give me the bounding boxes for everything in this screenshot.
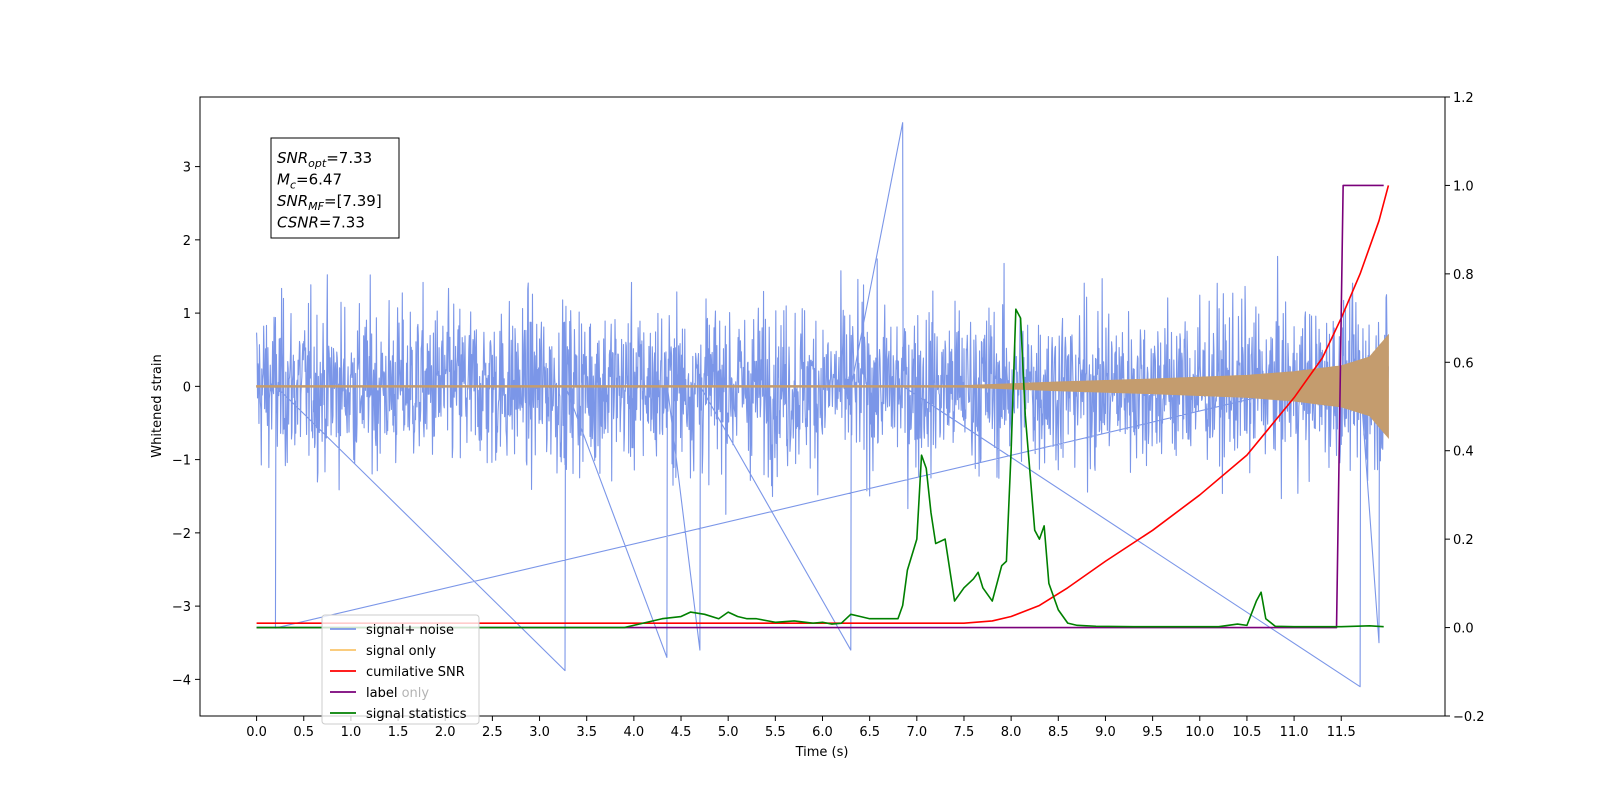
y-tick-label-left: −4 <box>172 673 191 688</box>
annotation-line: SNRopt=7.33 <box>277 149 372 170</box>
annotation-line: Mc=6.47 <box>277 171 342 192</box>
y-tick-label-left: 2 <box>183 234 191 249</box>
x-tick-label: 9.0 <box>1095 725 1116 740</box>
y-tick-label-right: 0.4 <box>1453 445 1474 460</box>
x-tick-label: 8.5 <box>1048 725 1069 740</box>
legend-label: signal only <box>366 644 436 659</box>
y-tick-label-left: −3 <box>172 600 191 615</box>
legend-label: label only <box>366 686 429 701</box>
x-axis-title: Time (s) <box>795 745 849 760</box>
x-tick-label: 11.0 <box>1280 725 1309 740</box>
y-tick-label-right: 1.0 <box>1453 179 1474 194</box>
x-tick-label: 5.5 <box>765 725 786 740</box>
label-line <box>256 184 1384 629</box>
y-axis-left: 3 2 1 0 −1 −2 −3 −4 <box>172 161 200 688</box>
y-tick-label-left: 1 <box>183 307 191 322</box>
x-tick-label: 3.5 <box>576 725 597 740</box>
signal-only-line <box>256 333 1389 439</box>
x-tick-label: 2.0 <box>435 725 456 740</box>
annotation-line: CSNR=7.33 <box>277 214 365 232</box>
legend-label: cumilative SNR <box>366 665 465 680</box>
x-tick-label: 8.0 <box>1001 725 1022 740</box>
x-tick-label: 6.5 <box>859 725 880 740</box>
x-tick-label: 10.5 <box>1232 725 1261 740</box>
x-tick-label: 4.5 <box>671 725 692 740</box>
annotation-line: SNRMF=[7.39] <box>277 192 382 213</box>
y-tick-label-left: 3 <box>183 161 191 176</box>
y-tick-label-right: 0.0 <box>1453 622 1474 637</box>
x-tick-label: 0.0 <box>246 725 267 740</box>
legend-label: label <box>366 686 397 701</box>
y-tick-label-right: 0.2 <box>1453 533 1474 548</box>
y-tick-label-right: 1.2 <box>1453 91 1474 106</box>
legend: signal+ noise signal only cumilative SNR la… <box>321 614 480 725</box>
x-tick-label: 11.5 <box>1327 725 1356 740</box>
x-tick-label: 4.0 <box>624 725 645 740</box>
x-tick-label: 7.0 <box>906 725 927 740</box>
legend-label: signal+ noise <box>366 623 454 638</box>
signal-statistics-line <box>256 308 1384 629</box>
y-tick-label-right: −0.2 <box>1453 710 1485 725</box>
x-tick-label: 0.5 <box>293 725 314 740</box>
y-tick-label-right: 0.6 <box>1453 356 1474 371</box>
y-tick-label-left: −1 <box>172 454 191 469</box>
y-tick-label-left: 0 <box>183 380 191 395</box>
cumulative-snr-line <box>256 185 1390 624</box>
x-tick-label: 9.5 <box>1142 725 1163 740</box>
series-layer <box>256 122 1390 688</box>
x-tick-label: 2.5 <box>482 725 503 740</box>
x-axis: 0.0 0.5 1.0 1.5 2.0 2.5 3.0 3.5 4.0 4.5 5.0 5.5 6.0 6… <box>246 716 1356 740</box>
x-tick-label: 1.5 <box>388 725 409 740</box>
y-axis-title: Whitened strain <box>150 354 165 457</box>
x-tick-label: 7.5 <box>954 725 975 740</box>
legend-label: signal statistics <box>366 707 467 722</box>
x-tick-label: 5.0 <box>718 725 739 740</box>
x-tick-label: 3.0 <box>529 725 550 740</box>
y-tick-label-right: 0.8 <box>1453 268 1474 283</box>
y-tick-label-left: −2 <box>172 527 191 542</box>
x-tick-label: 6.0 <box>812 725 833 740</box>
y-axis-right: 1.2 1.0 0.8 0.6 0.4 0.2 0.0 −0.2 <box>1445 91 1485 725</box>
x-tick-label: 1.0 <box>341 725 362 740</box>
signal-noise-line <box>256 122 1389 688</box>
x-tick-label: 10.0 <box>1185 725 1214 740</box>
